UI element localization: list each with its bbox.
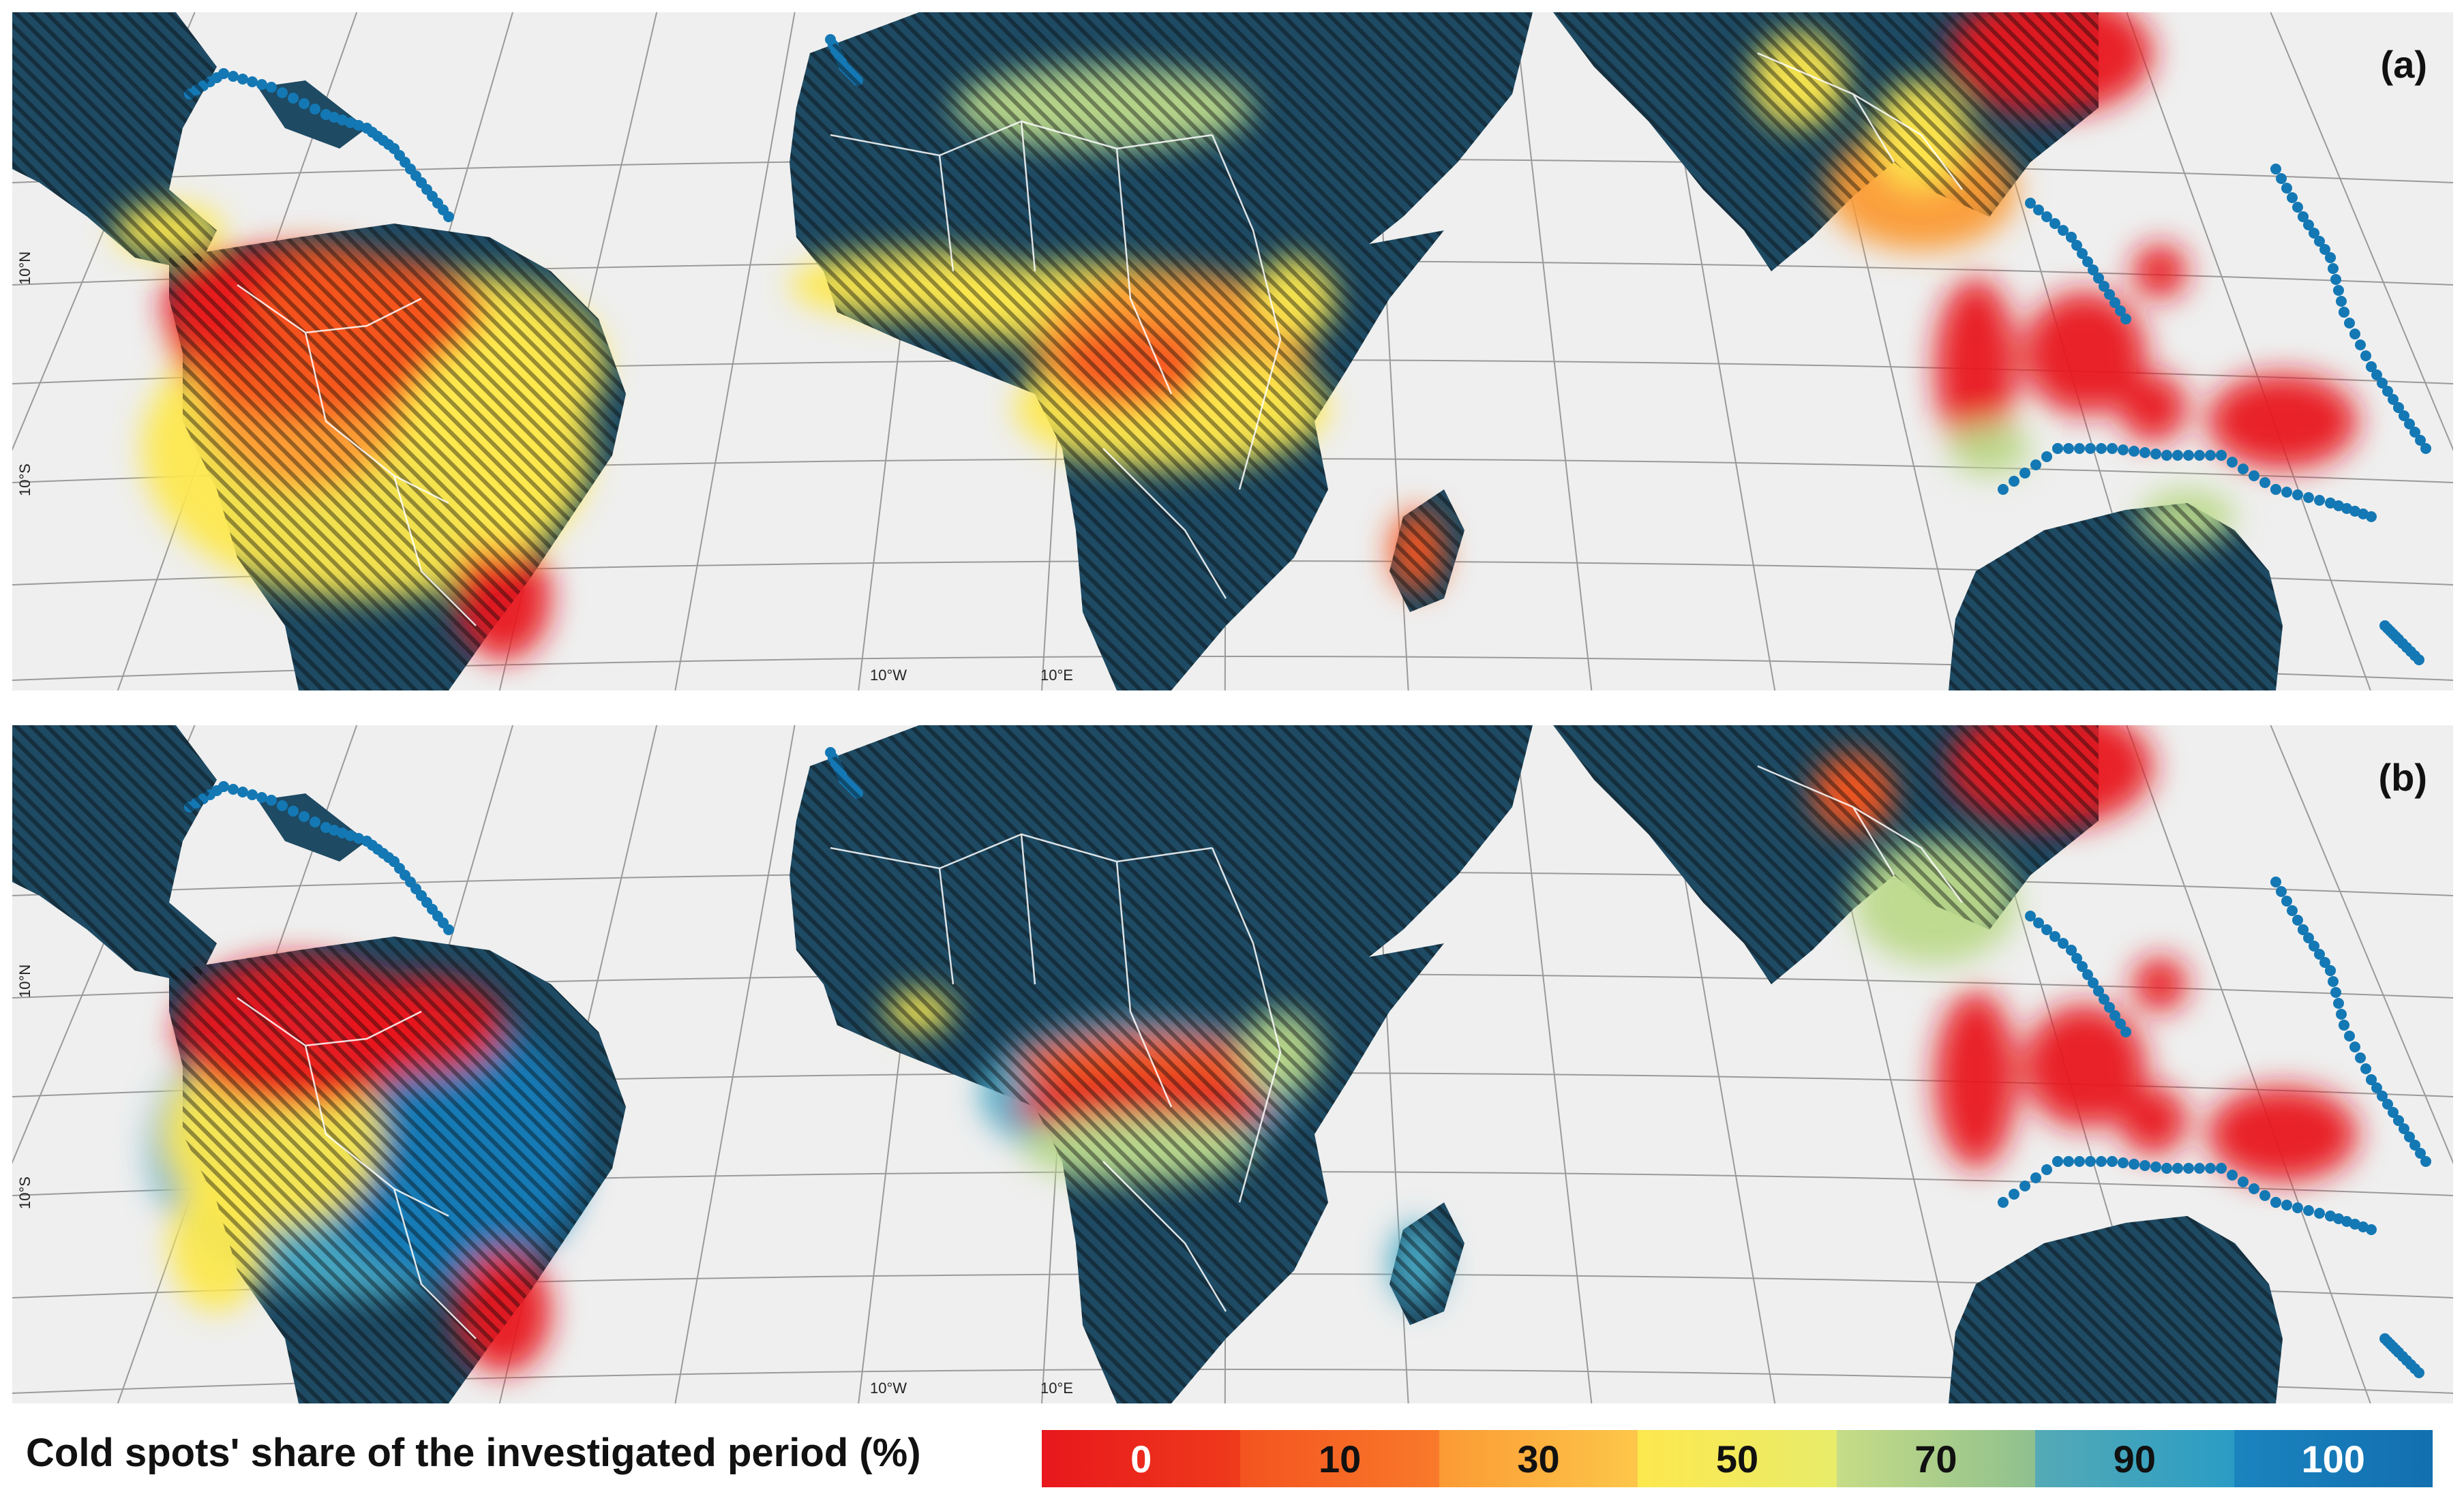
legend-tick-label: 50 xyxy=(1715,1437,1759,1480)
forest-blob-23 xyxy=(2133,244,2187,299)
coastal-forest-fringe xyxy=(184,747,2431,1378)
forest-blob-20 xyxy=(2208,1086,2358,1182)
land-caribbean xyxy=(258,793,367,862)
map-a-svg xyxy=(12,12,2453,690)
legend-tick-label: 10 xyxy=(1318,1437,1362,1480)
national-borders xyxy=(237,765,1963,1339)
lat-label-10n: 10°N xyxy=(16,251,33,285)
land-caribbean xyxy=(258,80,367,149)
legend: Cold spots' share of the investigated pe… xyxy=(0,1418,2464,1493)
legend-tick-label: 30 xyxy=(1517,1437,1560,1480)
legend-segment-30: 30 xyxy=(1439,1430,1638,1487)
legend-segment-0: 0 xyxy=(1042,1430,1241,1487)
forest-blob-26 xyxy=(1949,421,2030,476)
legend-color-bar: 0 10 30 50 70 90 100 xyxy=(1042,1430,2433,1487)
forest-blob-24 xyxy=(2208,374,2358,469)
lat-label-10n-b: 10°N xyxy=(16,964,33,998)
map-panel-b: (b) 10°N 10°S 10°W 10°E xyxy=(12,725,2453,1403)
forest-blob-20 xyxy=(1935,278,2017,455)
panel-label-b: (b) xyxy=(2378,756,2427,799)
legend-segment-50: 50 xyxy=(1638,1430,1837,1487)
legend-segment-70: 70 xyxy=(1836,1430,2036,1487)
panel-label-a: (a) xyxy=(2380,43,2427,86)
coastal-forest-fringe xyxy=(184,34,2431,665)
map-panel-a: (a) 10°N 10°S 10°W 10°E xyxy=(12,12,2453,690)
legend-tick-label: 90 xyxy=(2113,1437,2156,1480)
legend-tick-label: 70 xyxy=(1914,1437,1957,1480)
lon-label-10e-b: 10°E xyxy=(1040,1380,1073,1397)
lon-label-10w-b: 10°W xyxy=(870,1380,907,1397)
hatched-areas xyxy=(12,725,2283,1403)
legend-title: Cold spots' share of the investigated pe… xyxy=(26,1431,921,1475)
hatched-areas xyxy=(12,12,2283,690)
legend-segment-100: 100 xyxy=(2234,1430,2433,1487)
legend-tick-label: 0 xyxy=(1130,1437,1152,1480)
forest-blob-16 xyxy=(1935,991,2017,1168)
legend-segment-10: 10 xyxy=(1240,1430,1439,1487)
forest-blob-19 xyxy=(2133,957,2187,1012)
forest-blob-18 xyxy=(2119,1086,2187,1155)
lat-label-10s-b: 10°S xyxy=(16,1176,33,1209)
map-b-svg xyxy=(12,725,2453,1403)
lon-label-10w: 10°W xyxy=(870,667,907,684)
lat-label-10s: 10°S xyxy=(16,463,33,496)
forest-blob-22 xyxy=(2119,374,2187,442)
legend-tick-label: 100 xyxy=(2301,1437,2365,1480)
forest-blob-17 xyxy=(2024,1005,2146,1127)
national-borders xyxy=(237,52,1963,626)
forest-blob-21 xyxy=(2024,292,2146,414)
legend-segment-90: 90 xyxy=(2035,1430,2234,1487)
lon-label-10e: 10°E xyxy=(1040,667,1073,684)
